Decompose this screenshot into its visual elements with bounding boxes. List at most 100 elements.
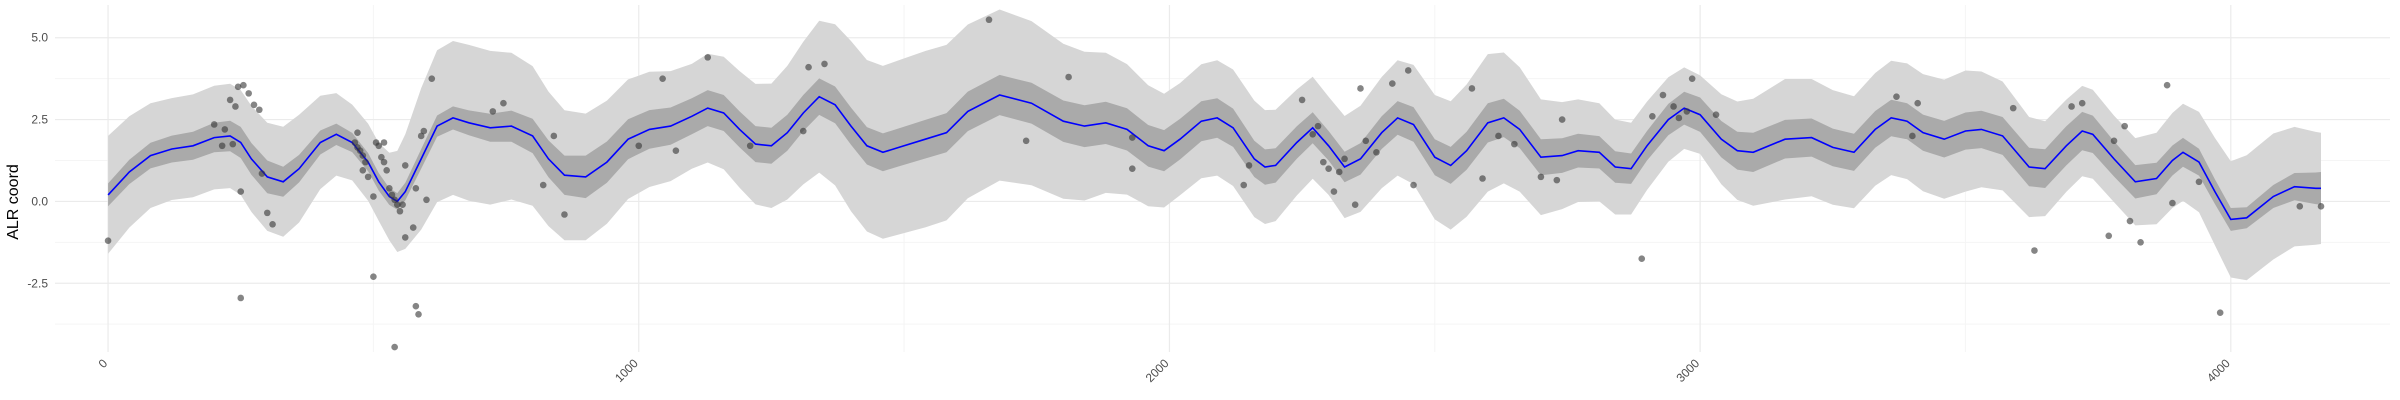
observation-point bbox=[1909, 132, 1916, 140]
observation-point bbox=[370, 273, 377, 281]
observation-point bbox=[1298, 96, 1306, 104]
mean-line-group bbox=[107, 94, 2321, 221]
observation-point bbox=[250, 101, 258, 109]
observation-point bbox=[364, 173, 372, 181]
observation-point bbox=[2126, 217, 2134, 225]
observation-point bbox=[1240, 181, 1248, 189]
y-tick-label: 5.0 bbox=[31, 31, 48, 45]
observation-point bbox=[2163, 81, 2171, 89]
observation-point bbox=[489, 108, 497, 115]
observation-point bbox=[1495, 132, 1502, 140]
observation-point bbox=[1659, 91, 1667, 99]
observation-point bbox=[2078, 99, 2086, 107]
observation-point bbox=[428, 75, 436, 82]
observation-point bbox=[799, 127, 807, 135]
observation-point bbox=[1683, 108, 1691, 115]
observation-point bbox=[1553, 176, 1561, 184]
observation-point bbox=[985, 16, 993, 24]
observation-point bbox=[417, 132, 425, 140]
observation-point bbox=[704, 54, 712, 61]
observation-point bbox=[210, 121, 218, 128]
observation-point bbox=[1373, 149, 1380, 156]
observation-point bbox=[1341, 155, 1348, 163]
observation-point bbox=[378, 153, 385, 161]
observation-point bbox=[1410, 181, 1417, 189]
x-tick-label: 2000 bbox=[1143, 356, 1172, 385]
observation-point bbox=[1320, 158, 1327, 166]
observation-point bbox=[2009, 104, 2017, 112]
observation-point bbox=[401, 234, 409, 241]
observation-point bbox=[1065, 73, 1072, 81]
observation-point bbox=[1537, 173, 1545, 181]
observation-point bbox=[1468, 85, 1476, 92]
observation-point bbox=[2169, 199, 2176, 207]
observation-point bbox=[1022, 137, 1030, 145]
observation-point bbox=[1314, 122, 1322, 130]
observation-point bbox=[393, 201, 401, 208]
observation-point bbox=[218, 142, 226, 150]
observation-point bbox=[104, 237, 112, 244]
observation-point bbox=[1362, 137, 1370, 145]
y-axis-title: ALR coord bbox=[5, 164, 22, 240]
observation-point bbox=[240, 81, 247, 89]
observation-point bbox=[409, 224, 417, 231]
observation-point bbox=[561, 211, 568, 218]
x-tick-label: 4000 bbox=[2204, 356, 2233, 385]
observation-point bbox=[401, 162, 409, 169]
observation-point bbox=[354, 129, 361, 136]
x-tick-label: 1000 bbox=[612, 356, 641, 385]
observation-point bbox=[229, 140, 237, 148]
observation-point bbox=[1309, 131, 1317, 138]
observation-point bbox=[380, 158, 388, 166]
observation-point bbox=[375, 142, 383, 150]
observation-point bbox=[383, 167, 390, 174]
observation-point bbox=[1357, 85, 1364, 92]
observation-point bbox=[412, 302, 420, 310]
observation-point bbox=[672, 147, 680, 154]
observation-point bbox=[359, 152, 367, 159]
observation-point bbox=[359, 167, 367, 174]
observation-point bbox=[388, 191, 396, 199]
observation-point bbox=[1245, 162, 1253, 169]
observation-point bbox=[635, 142, 643, 150]
observation-point bbox=[234, 83, 242, 91]
observation-point bbox=[1128, 165, 1136, 172]
observation-point bbox=[362, 158, 369, 166]
observation-point bbox=[386, 185, 393, 192]
observation-point bbox=[237, 188, 245, 195]
observation-point bbox=[356, 147, 364, 154]
observation-point bbox=[1479, 175, 1486, 182]
observation-point bbox=[370, 193, 377, 200]
observation-point bbox=[746, 142, 754, 150]
observation-point bbox=[805, 63, 812, 71]
observation-point bbox=[821, 60, 828, 68]
inner-credible-band bbox=[108, 74, 2321, 231]
observation-point bbox=[1670, 103, 1677, 110]
observation-point bbox=[237, 294, 245, 302]
observation-point bbox=[351, 139, 359, 146]
observation-points bbox=[104, 16, 2325, 351]
observation-point bbox=[1351, 201, 1359, 208]
x-tick-label: 3000 bbox=[1673, 356, 1702, 385]
observation-point bbox=[396, 207, 404, 215]
observation-point bbox=[1914, 99, 1921, 107]
observation-point bbox=[263, 209, 271, 217]
observation-point bbox=[1649, 113, 1656, 120]
observation-point bbox=[1712, 111, 1720, 118]
observation-point bbox=[1638, 255, 1646, 263]
mean-line bbox=[107, 94, 2321, 221]
observation-point bbox=[1389, 80, 1396, 87]
observation-point bbox=[2137, 239, 2144, 246]
observation-point bbox=[2121, 122, 2128, 130]
observation-point bbox=[2296, 203, 2304, 210]
observation-point bbox=[232, 103, 239, 110]
observation-point bbox=[539, 181, 547, 189]
observation-point bbox=[399, 201, 406, 208]
observation-point bbox=[659, 75, 666, 82]
observation-point bbox=[226, 96, 234, 104]
observation-point bbox=[2110, 137, 2118, 145]
observation-point bbox=[1335, 168, 1343, 176]
observation-point bbox=[2068, 103, 2075, 110]
observation-point bbox=[415, 311, 422, 318]
